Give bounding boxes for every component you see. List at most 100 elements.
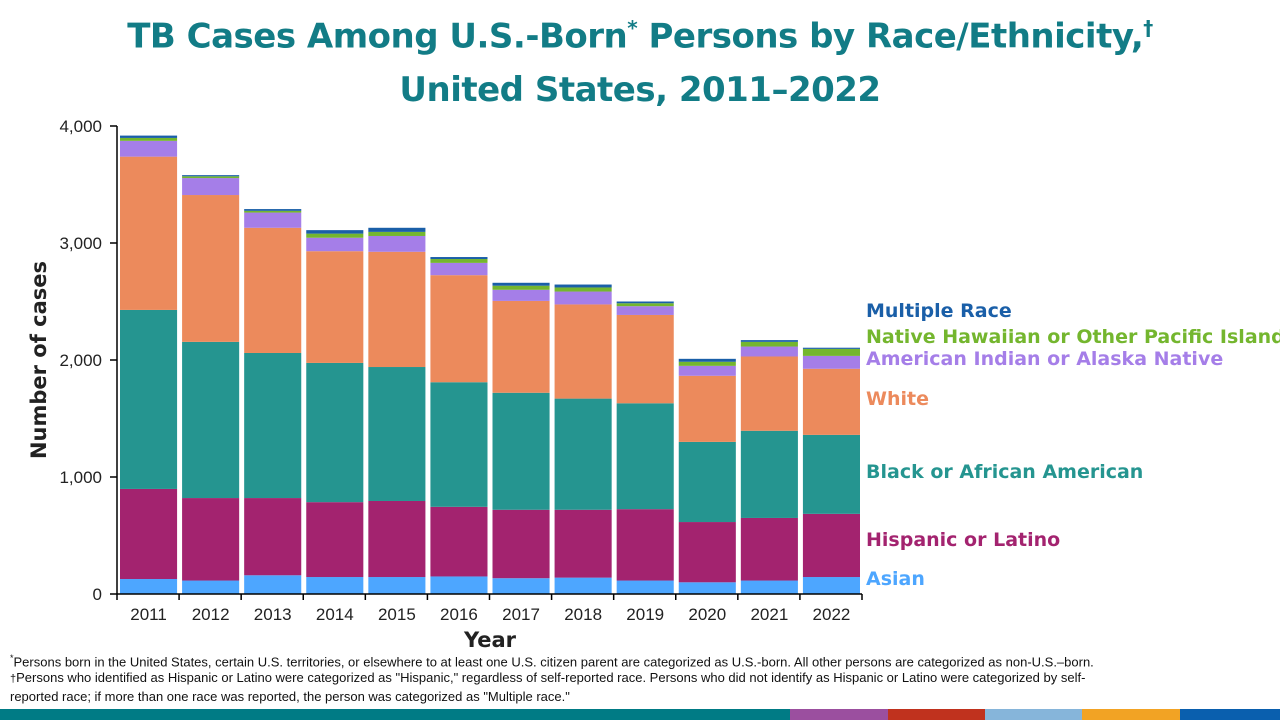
bar-segment — [368, 235, 426, 252]
bar-segment — [492, 509, 550, 579]
title-text-b: Persons by Race/Ethnicity, — [637, 16, 1144, 57]
bar-segment — [306, 362, 364, 503]
bar-segment — [740, 580, 798, 594]
bar-segment — [244, 210, 302, 213]
bar-segment — [430, 576, 488, 594]
x-tick-label: 2020 — [688, 605, 726, 624]
legend-label: Hispanic or Latino — [866, 529, 1061, 551]
x-tick-label: 2022 — [813, 605, 851, 624]
bar-segment — [616, 306, 674, 315]
bar-segment — [492, 392, 550, 510]
x-tick-label: 2013 — [254, 605, 292, 624]
footnote-mark: * — [10, 653, 14, 663]
bar-segment — [182, 178, 240, 196]
bar-segment — [554, 509, 612, 578]
x-axis-title: Year — [463, 628, 517, 652]
bar-segment — [616, 403, 674, 510]
bar-segment — [306, 251, 364, 363]
title-text: TB Cases Among U.S.-Born — [127, 16, 628, 57]
bar-segment — [120, 579, 178, 594]
x-tick-label: 2019 — [626, 605, 664, 624]
x-tick-label: 2021 — [750, 605, 788, 624]
bar-segment — [554, 291, 612, 305]
bar-segment — [430, 506, 488, 577]
bar-segment — [492, 300, 550, 393]
title-footnote-mark-2: † — [1143, 16, 1153, 40]
footnote-mark: † — [10, 673, 17, 685]
bar-segment — [368, 231, 426, 236]
bar-segment — [802, 355, 860, 369]
bar-segment — [182, 580, 240, 594]
footnote-3: reported race; if more than one race was… — [10, 689, 570, 704]
bar-segment — [802, 347, 860, 349]
bar-segment — [802, 513, 860, 578]
legend-label: American Indian or Alaska Native — [866, 348, 1224, 370]
bar-segment — [244, 498, 302, 576]
bar-segment — [182, 176, 240, 179]
bar-segment — [740, 356, 798, 431]
y-tick-label: 2,000 — [59, 351, 102, 370]
x-tick-label: 2015 — [378, 605, 416, 624]
bar-segment — [306, 233, 364, 238]
bar-segment — [430, 275, 488, 383]
bar-segment — [492, 285, 550, 290]
bar-segment — [554, 287, 612, 292]
legend-label: Native Hawaiian or Other Pacific Islande… — [866, 326, 1280, 348]
bar-segment — [802, 434, 860, 514]
y-axis-title: Number of cases — [27, 261, 51, 459]
bar-segment — [368, 367, 426, 501]
x-tick-label: 2018 — [564, 605, 602, 624]
x-tick-label: 2017 — [502, 605, 540, 624]
footnote-text: reported race; if more than one race was… — [10, 689, 570, 704]
bar-segment — [368, 251, 426, 368]
bar-segment — [554, 304, 612, 399]
bar-segment — [306, 230, 364, 234]
bar-segment — [678, 365, 736, 376]
footnote-2: †Persons who identified as Hispanic or L… — [10, 670, 1085, 685]
bar-segment — [244, 227, 302, 353]
bar-segment — [120, 488, 178, 580]
bar-segment — [740, 341, 798, 347]
y-tick-label: 4,000 — [59, 117, 102, 136]
bar-segment — [740, 340, 798, 342]
y-tick-label: 1,000 — [59, 468, 102, 487]
bar-segment — [554, 577, 612, 594]
bar-segment — [492, 578, 550, 594]
bar-segment — [554, 284, 612, 288]
bar-segment — [616, 509, 674, 581]
footnote-text: Persons born in the United States, certa… — [13, 654, 1094, 670]
bar-segment — [120, 135, 178, 138]
bar-segment — [678, 522, 736, 583]
bar-segment — [492, 282, 550, 286]
bar-segment — [430, 259, 488, 263]
x-tick-label: 2014 — [316, 605, 354, 624]
stacked-bar-chart: 2011 2012 2013 2014 2015 2016 2017 2018 2019 2020… — [27, 117, 863, 652]
footnote-text: Persons who identified as Hispanic or La… — [16, 670, 1086, 685]
bar-segment — [182, 195, 240, 342]
x-tick-label: 2011 — [130, 605, 167, 624]
footnote-1: *Persons born in the United States, cert… — [10, 653, 1094, 669]
bar-segment — [244, 352, 302, 499]
bar-segment — [492, 289, 550, 301]
title-footnote-mark: * — [627, 16, 638, 40]
bar-segment — [120, 137, 178, 141]
bar-segment — [306, 237, 364, 252]
bar-segment — [306, 502, 364, 578]
y-tick-label: 3,000 — [59, 234, 102, 253]
bar-segment — [182, 341, 240, 499]
bar-segment — [678, 582, 736, 594]
bar-segment — [244, 575, 302, 594]
bar-segment — [182, 498, 240, 581]
chart-title-line-2: United States, 2011–2022 — [399, 70, 881, 110]
legend-label: Multiple Race — [866, 300, 1012, 322]
bar-segment — [368, 500, 426, 578]
bar-segment — [430, 262, 488, 276]
bar-segment — [802, 577, 860, 594]
bar-segment — [616, 314, 674, 404]
bar-segment — [678, 441, 736, 523]
bar-segment — [368, 577, 426, 594]
bar-segment — [740, 430, 798, 518]
bar-segment — [802, 348, 860, 356]
bar-segment — [554, 398, 612, 510]
strip-segment — [0, 709, 790, 720]
